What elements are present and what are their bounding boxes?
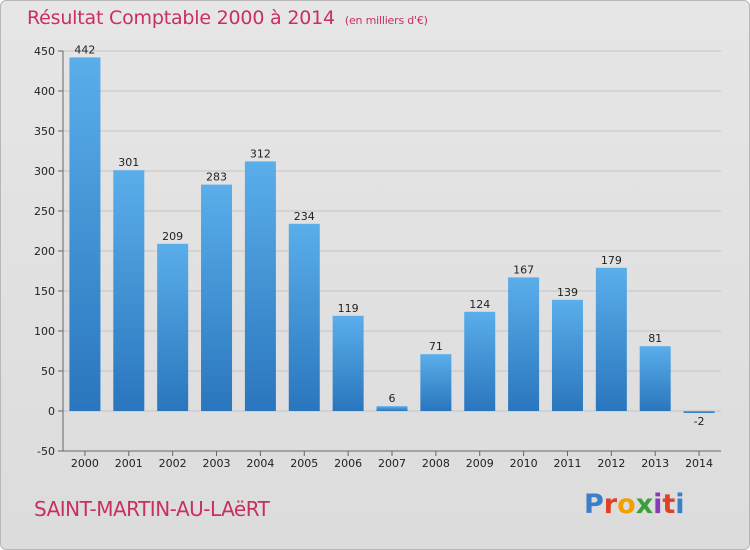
data-label: 71 <box>429 340 443 353</box>
x-tick-label: 2008 <box>422 457 450 470</box>
bar <box>595 267 627 411</box>
data-label: 119 <box>338 302 359 315</box>
x-tick-label: 2011 <box>553 457 581 470</box>
x-tick-label: 2003 <box>203 457 231 470</box>
y-tick-label: 100 <box>34 325 55 338</box>
data-label: 209 <box>162 230 183 243</box>
bar <box>376 406 408 411</box>
data-label: -2 <box>694 415 705 428</box>
y-tick-label: 350 <box>34 125 55 138</box>
logo-letter: o <box>617 489 636 520</box>
data-label: 301 <box>118 156 139 169</box>
x-tick-label: 2014 <box>685 457 713 470</box>
commune-name: SAINT-MARTIN-AU-LAëRT <box>34 497 270 521</box>
x-tick-label: 2007 <box>378 457 406 470</box>
x-tick-label: 2010 <box>510 457 538 470</box>
x-tick-label: 2012 <box>597 457 625 470</box>
y-tick-label: 150 <box>34 285 55 298</box>
bar <box>464 311 496 411</box>
x-tick-label: 2001 <box>115 457 143 470</box>
bar <box>113 170 145 411</box>
bar <box>288 223 320 411</box>
bar <box>508 277 540 411</box>
logo-letter: t <box>662 489 676 520</box>
y-tick-label: 250 <box>34 205 55 218</box>
data-label: 81 <box>648 332 662 345</box>
y-tick-label: -50 <box>37 445 55 458</box>
title-text: Résultat Comptable 2000 à 2014 <box>27 7 335 29</box>
x-tick-label: 2013 <box>641 457 669 470</box>
x-tick-label: 2006 <box>334 457 362 470</box>
bar <box>244 161 276 411</box>
unit-note: (en milliers d'€) <box>344 14 428 27</box>
bar <box>332 315 364 411</box>
logo-letter: x <box>635 489 654 520</box>
bar <box>157 243 189 411</box>
y-tick-label: 0 <box>48 405 55 418</box>
bar <box>683 411 715 413</box>
data-label: 234 <box>294 210 315 223</box>
y-tick-label: 300 <box>34 165 55 178</box>
x-tick-label: 2009 <box>466 457 494 470</box>
data-label: 124 <box>469 298 490 311</box>
bar <box>201 184 233 411</box>
x-tick-label: 2005 <box>290 457 318 470</box>
logo-letter: i <box>675 489 685 520</box>
bar <box>639 346 671 411</box>
x-tick-label: 2002 <box>159 457 187 470</box>
data-label: 312 <box>250 147 271 160</box>
data-label: 283 <box>206 171 227 184</box>
x-tick-label: 2004 <box>246 457 274 470</box>
y-tick-label: 400 <box>34 85 55 98</box>
bar <box>420 354 452 411</box>
y-tick-label: 200 <box>34 245 55 258</box>
data-label: 442 <box>74 43 95 56</box>
y-tick-label: 450 <box>34 45 55 58</box>
bar <box>551 299 583 411</box>
logo-letter: r <box>603 489 618 520</box>
x-tick-label: 2000 <box>71 457 99 470</box>
data-label: 179 <box>601 254 622 267</box>
logo-letter: i <box>653 489 663 520</box>
logo-letter: P <box>584 489 604 520</box>
data-label: 167 <box>513 263 534 276</box>
data-label: 6 <box>389 392 396 405</box>
proxiti-logo: Proxiti <box>584 489 685 520</box>
chart-title: Résultat Comptable 2000 à 2014 (en millie… <box>27 7 428 29</box>
y-tick-label: 50 <box>41 365 55 378</box>
data-label: 139 <box>557 286 578 299</box>
bar <box>69 57 101 412</box>
